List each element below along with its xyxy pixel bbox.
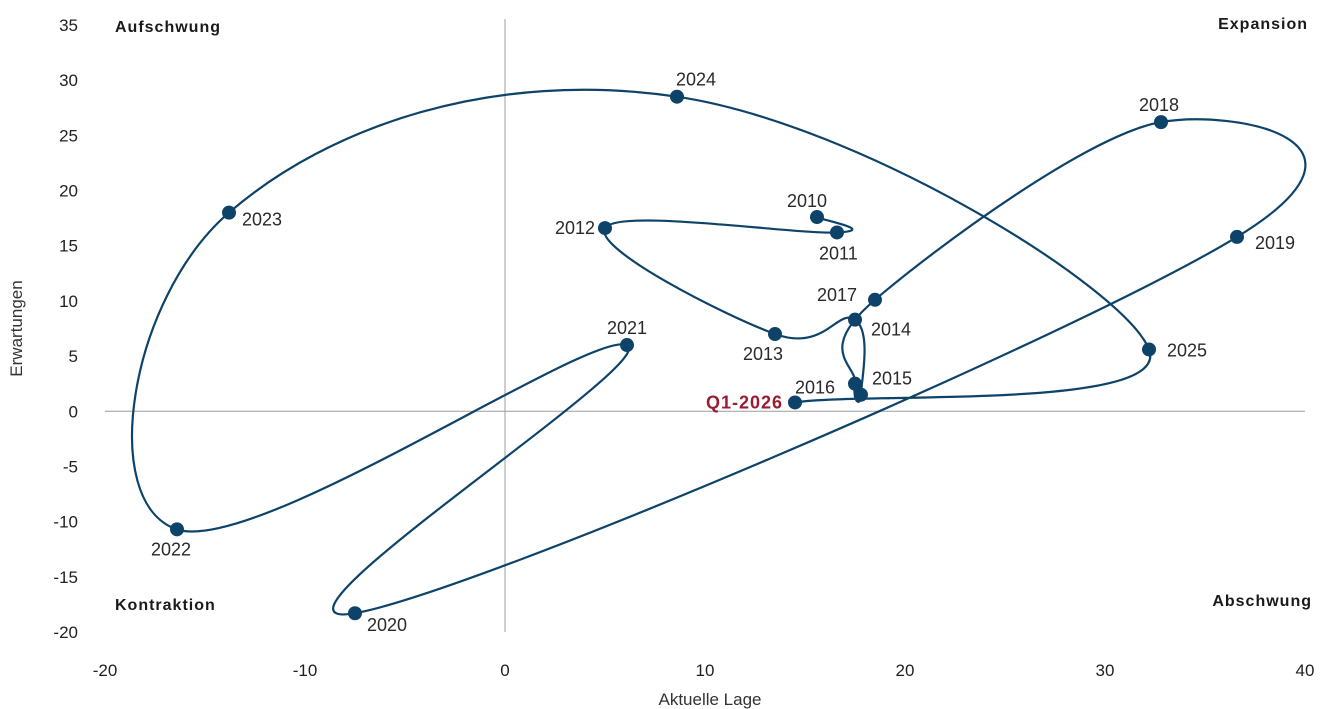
point-label-2024: 2024 (676, 70, 716, 90)
ticks-layer: -20 -10 0 10 20 30 4035302520151050-5-10-15-20… (7, 16, 1314, 709)
x-tick-label: 40 (1296, 661, 1315, 680)
axes-layer (105, 19, 1305, 632)
x-tick-label: 10 (696, 661, 715, 680)
quadrant-label-top-left: Aufschwung (115, 19, 221, 36)
quadrant-labels-layer: Aufschwung Expansion Kontraktion Abschwung (115, 16, 1312, 614)
y-tick-label: -5 (63, 457, 78, 476)
point-label-2012: 2012 (555, 218, 595, 238)
data-point-2018 (1154, 115, 1168, 130)
data-point-2011 (830, 225, 844, 240)
y-tick-label: 10 (59, 292, 78, 311)
y-tick-label: 35 (59, 16, 78, 35)
point-label-2022: 2022 (151, 539, 191, 559)
trajectory-layer (130, 88, 1307, 616)
x-tick-label: -10 (293, 661, 318, 680)
point-labels-layer: 2010 2011 2012 2013 2014 2015 2016 2017 2018 2019… (151, 70, 1295, 636)
data-point-2015 (854, 387, 868, 402)
points-layer (170, 89, 1244, 621)
data-point-2010 (810, 210, 824, 225)
y-tick-label: -15 (53, 568, 78, 587)
point-label-2020: 2020 (367, 615, 407, 635)
data-point-2016 (848, 376, 862, 391)
point-label-2018: 2018 (1139, 95, 1179, 115)
point-label-2016: 2016 (795, 378, 835, 398)
data-point-q1-2026 (788, 395, 802, 410)
data-point-2013 (768, 327, 782, 342)
point-label-2013: 2013 (743, 344, 783, 364)
trajectory-line (130, 88, 1307, 616)
point-label-2017: 2017 (817, 285, 857, 305)
point-label-2010: 2010 (787, 191, 827, 211)
data-point-2017 (868, 292, 882, 307)
x-tick-label: 20 (896, 661, 915, 680)
y-tick-label: 25 (59, 126, 78, 145)
y-tick-label: -10 (53, 513, 78, 532)
point-label-2014: 2014 (871, 320, 911, 340)
point-label-2023: 2023 (242, 210, 282, 230)
point-label-2025: 2025 (1167, 340, 1207, 360)
point-label-2021: 2021 (607, 318, 647, 338)
x-axis-title: Aktuelle Lage (658, 690, 761, 709)
x-tick-label: -20 (93, 661, 118, 680)
data-point-2021 (620, 338, 634, 353)
quadrant-label-bottom-right: Abschwung (1212, 593, 1312, 610)
data-point-2025 (1142, 342, 1156, 357)
quadrant-label-top-right: Expansion (1218, 16, 1308, 33)
x-tick-label: 30 (1096, 661, 1115, 680)
point-label-q1-2026: Q1-2026 (706, 392, 783, 412)
y-axis-title: Erwartungen (7, 280, 26, 376)
point-label-2015: 2015 (872, 369, 912, 389)
x-tick-label: 0 (500, 661, 509, 680)
data-point-2019 (1230, 229, 1244, 244)
data-point-2012 (598, 221, 612, 236)
y-tick-label: 15 (59, 237, 78, 256)
y-tick-label: 0 (69, 402, 78, 421)
y-tick-label: 30 (59, 71, 78, 90)
quadrant-label-bottom-left: Kontraktion (115, 597, 216, 614)
data-point-2022 (170, 522, 184, 537)
y-tick-label: 5 (69, 347, 78, 366)
point-label-2019: 2019 (1255, 233, 1295, 253)
data-point-2024 (670, 89, 684, 104)
y-tick-label: 20 (59, 182, 78, 201)
data-point-2014 (848, 312, 862, 327)
data-point-2020 (348, 606, 362, 621)
data-point-2023 (222, 205, 236, 220)
point-label-2011: 2011 (819, 243, 858, 263)
y-tick-label: -20 (53, 623, 78, 642)
